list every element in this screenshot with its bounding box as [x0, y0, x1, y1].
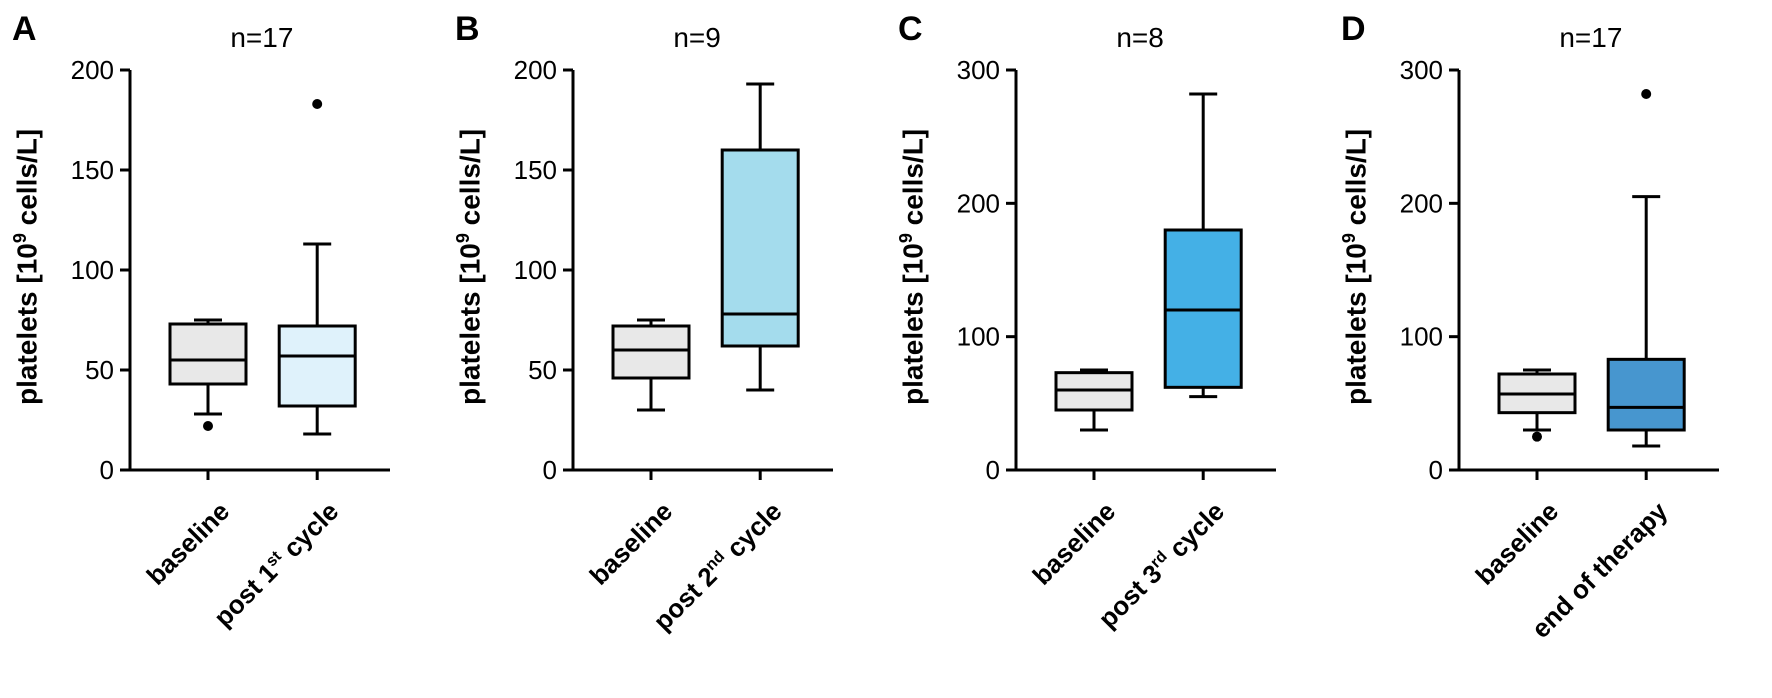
- y-axis-title: platelets [109 cells/L]: [10, 129, 43, 405]
- y-axis-title: platelets [109 cells/L]: [453, 129, 486, 405]
- box: [722, 150, 798, 346]
- y-tick-label: 0: [100, 455, 114, 485]
- box: [1608, 359, 1684, 430]
- y-axis-title: platelets [109 cells/L]: [896, 129, 929, 405]
- y-tick-label: 200: [1400, 188, 1443, 218]
- x-tick-label: baseline: [583, 496, 679, 592]
- outlier-point: [312, 99, 322, 109]
- x-labels: baselinepost 1st cycle: [130, 478, 390, 678]
- n-label: n=17: [230, 22, 293, 54]
- box: [170, 324, 246, 384]
- y-tick-label: 50: [85, 355, 114, 385]
- panel-label: A: [12, 10, 37, 49]
- y-tick-label: 100: [1400, 322, 1443, 352]
- y-tick-label: 300: [1400, 55, 1443, 85]
- n-label: n=9: [673, 22, 721, 54]
- plot-svg: 0100200300: [1459, 70, 1719, 470]
- y-tick-label: 200: [514, 55, 557, 85]
- x-labels: baselineend of therapy: [1459, 478, 1719, 678]
- plot-svg: 050100150200: [573, 70, 833, 470]
- box: [613, 326, 689, 378]
- y-tick-label: 0: [543, 455, 557, 485]
- panel-B: Bn=9platelets [109 cells/L]050100150200b…: [443, 0, 886, 698]
- outlier-point: [1532, 432, 1542, 442]
- figure-container: An=17platelets [109 cells/L]050100150200…: [0, 0, 1772, 698]
- panel-label: B: [455, 10, 480, 49]
- plot-svg: 050100150200: [130, 70, 390, 470]
- x-labels: baselinepost 3rd cycle: [1016, 478, 1276, 678]
- y-tick-label: 100: [957, 322, 1000, 352]
- x-tick-label: baseline: [140, 496, 236, 592]
- outlier-point: [1641, 89, 1651, 99]
- y-tick-label: 150: [514, 155, 557, 185]
- plot-svg: 0100200300: [1016, 70, 1276, 470]
- y-tick-label: 50: [528, 355, 557, 385]
- panel-label: D: [1341, 10, 1366, 49]
- y-tick-label: 100: [514, 255, 557, 285]
- panel-C: Cn=8platelets [109 cells/L]0100200300bas…: [886, 0, 1329, 698]
- y-tick-label: 0: [986, 455, 1000, 485]
- y-tick-label: 200: [71, 55, 114, 85]
- outlier-point: [203, 421, 213, 431]
- y-tick-label: 300: [957, 55, 1000, 85]
- y-tick-label: 100: [71, 255, 114, 285]
- x-tick-label: baseline: [1026, 496, 1122, 592]
- box: [279, 326, 355, 406]
- panel-label: C: [898, 10, 923, 49]
- x-tick-label: baseline: [1469, 496, 1565, 592]
- panel-D: Dn=17platelets [109 cells/L]0100200300ba…: [1329, 0, 1772, 698]
- y-tick-label: 150: [71, 155, 114, 185]
- n-label: n=17: [1559, 22, 1622, 54]
- y-tick-label: 200: [957, 188, 1000, 218]
- y-axis-title: platelets [109 cells/L]: [1339, 129, 1372, 405]
- y-tick-label: 0: [1429, 455, 1443, 485]
- panel-A: An=17platelets [109 cells/L]050100150200…: [0, 0, 443, 698]
- x-labels: baselinepost 2nd cycle: [573, 478, 833, 678]
- n-label: n=8: [1116, 22, 1164, 54]
